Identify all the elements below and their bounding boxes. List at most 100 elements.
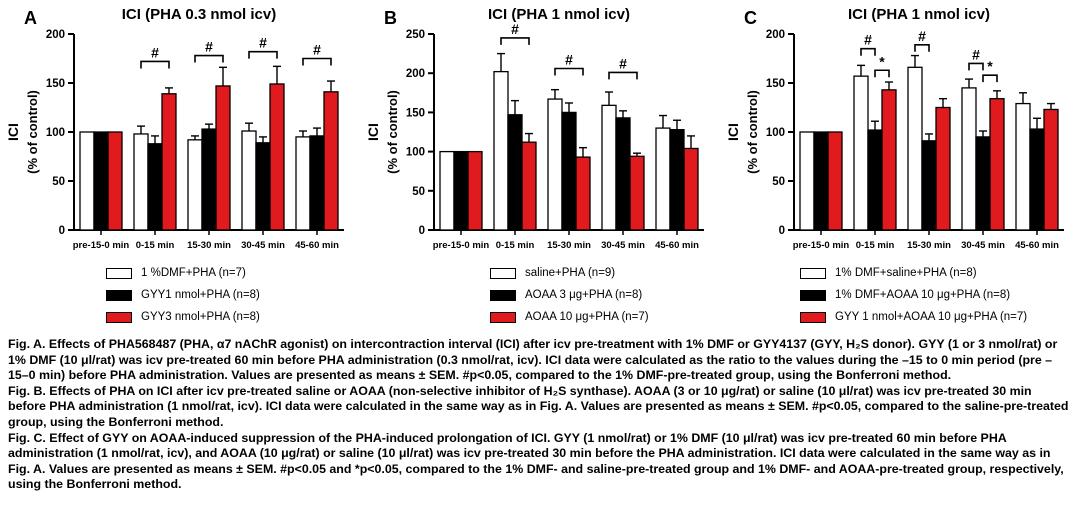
significance-label: * [987, 58, 993, 74]
y-tick-label: 0 [779, 225, 785, 237]
legend-swatch-icon [106, 311, 132, 323]
y-tick-label: 200 [406, 68, 425, 80]
y-tick-label: 0 [59, 225, 65, 237]
panel-C: C ICI (PHA 1 nmol icv) 0 50 100 150 200 ICI (%… [720, 0, 1080, 333]
significance-bracket [874, 69, 890, 78]
x-category-label: 45-60 min [1015, 240, 1059, 251]
bar [601, 104, 617, 231]
bar [269, 83, 285, 231]
panel-label-C: C [744, 8, 757, 28]
legend-swatch-icon [490, 311, 516, 323]
x-category-label: 0-15 min [496, 240, 535, 251]
y-tick-label: 150 [406, 107, 425, 119]
legend-A: 1 %DMF+PHA (n=7) GYY1 nmol+PHA (n=8) GYY3 … [106, 262, 360, 328]
legend-C: 1% DMF+saline+PHA (n=8) 1% DMF+AOAA 10 μg… [800, 262, 1080, 328]
caption-fig-c: Fig. C. Effect of GYY on AOAA-induced su… [8, 430, 1064, 492]
bar [187, 139, 203, 231]
bar [561, 111, 577, 231]
bar [493, 70, 509, 231]
x-category-label: 0-15 min [856, 240, 895, 251]
x-category-label: 45-60 min [295, 240, 339, 251]
significance-bracket [554, 67, 584, 76]
significance-label: * [879, 53, 885, 69]
legend-swatch-icon [800, 267, 826, 279]
x-category-label: 30-45 min [961, 240, 1005, 251]
legend-swatch-icon [800, 311, 826, 323]
legend-label: saline+PHA (n=9) [525, 267, 616, 279]
bar [1043, 108, 1059, 231]
significance-bracket [860, 47, 876, 56]
bar [147, 143, 163, 231]
x-category-label: 15-30 min [547, 240, 591, 251]
bar [309, 135, 325, 231]
bar [961, 87, 977, 231]
bar [683, 147, 699, 231]
legend-B: saline+PHA (n=9) AOAA 3 μg+PHA (n=8) AOAA … [490, 262, 720, 328]
significance-bracket [968, 62, 984, 71]
legend-item: AOAA 10 μg+PHA (n=7) [490, 306, 720, 328]
bar [881, 89, 897, 231]
bar [439, 150, 455, 231]
x-category-label: 45-60 min [655, 240, 699, 251]
y-tick-label: 50 [412, 186, 425, 198]
bar [547, 98, 563, 231]
x-category-label: 30-45 min [601, 240, 645, 251]
bar [107, 131, 123, 231]
x-category-label: pre-15-0 min [73, 240, 130, 251]
legend-item: GYY 1 nmol+AOAA 10 μg+PHA (n=7) [800, 306, 1080, 328]
significance-label: # [565, 51, 573, 67]
significance-label: # [918, 28, 926, 44]
legend-label: GYY3 nmol+PHA (n=8) [141, 311, 260, 323]
significance-bracket [608, 71, 638, 80]
bar [867, 129, 883, 231]
panel-label-B: B [384, 8, 397, 28]
legend-item: 1% DMF+saline+PHA (n=8) [800, 262, 1080, 284]
bar [201, 128, 217, 231]
bar [827, 131, 843, 231]
y-tick-label: 100 [46, 127, 65, 139]
x-category-label: pre-15-0 min [433, 240, 490, 251]
legend-label: 1% DMF+saline+PHA (n=8) [835, 267, 977, 279]
x-category-label: pre-15-0 min [793, 240, 850, 251]
bar [453, 150, 469, 231]
significance-bracket [500, 37, 530, 45]
bar [521, 141, 537, 231]
y-tick-label: 150 [766, 78, 785, 90]
y-tick-label: 50 [52, 176, 65, 188]
bar [255, 142, 271, 231]
bar [989, 98, 1005, 231]
significance-label: # [864, 32, 872, 48]
significance-label: # [313, 42, 321, 58]
panel-A: A ICI (PHA 0.3 nmol icv) 0 50 100 150 200 ICI… [0, 0, 360, 333]
bar [1029, 128, 1045, 231]
legend-swatch-icon [490, 267, 516, 279]
bar [799, 131, 815, 231]
legend-item: AOAA 3 μg+PHA (n=8) [490, 284, 720, 306]
legend-item: 1% DMF+AOAA 10 μg+PHA (n=8) [800, 284, 1080, 306]
y-axis-label-line1: ICI [725, 123, 741, 141]
bar [813, 131, 829, 231]
bar [215, 85, 231, 231]
legend-label: GYY1 nmol+PHA (n=8) [141, 289, 260, 301]
legend-item: saline+PHA (n=9) [490, 262, 720, 284]
legend-swatch-icon [490, 289, 516, 301]
legend-item: GYY1 nmol+PHA (n=8) [106, 284, 360, 306]
chart-title-C: ICI (PHA 1 nmol icv) [848, 6, 990, 23]
x-category-label: 15-30 min [187, 240, 231, 251]
bar [1015, 102, 1031, 231]
y-tick-label: 150 [46, 78, 65, 90]
bar [323, 91, 339, 231]
bar [161, 93, 177, 231]
y-axis-label-line1: ICI [365, 123, 381, 141]
bar [241, 130, 257, 231]
y-tick-label: 0 [419, 225, 425, 237]
chart-svg-B: 0 50 100 150 200 250 ICI (% of control) pre-15-0… [365, 22, 704, 251]
x-category-label: 30-45 min [241, 240, 285, 251]
y-tick-label: 200 [46, 29, 65, 41]
legend-label: AOAA 10 μg+PHA (n=7) [525, 311, 649, 323]
y-tick-label: 100 [766, 127, 785, 139]
significance-bracket [982, 74, 998, 83]
bar [907, 66, 923, 231]
y-axis-label-line1: ICI [5, 123, 21, 141]
caption-fig-b: Fig. B. Effects of PHA on ICI after icv … [8, 383, 1069, 429]
